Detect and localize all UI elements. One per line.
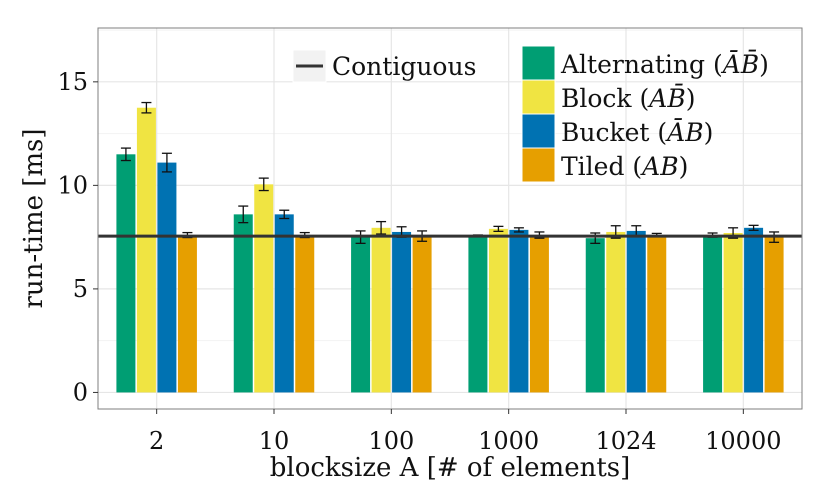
bar-bucket-1024 [626,230,646,393]
legend-label-block: Block (AB̄) [561,84,695,113]
bar-tiled-1000 [529,235,549,393]
x-tick-label: 1000 [478,427,539,455]
bar-block-2 [136,107,156,393]
x-tick-label: 10 [259,427,290,455]
y-tick-label: 0 [73,378,88,406]
bar-bucket-100 [392,231,412,393]
legend-key-bucket [521,113,556,149]
legend-label-tiled: Tiled (AB) [561,152,688,181]
bar-alternating-1024 [585,238,605,393]
bar-block-10 [254,184,274,393]
plot-panel [98,28,802,409]
bar-tiled-100 [412,236,432,393]
bar-tiled-1024 [647,235,667,393]
x-axis-title: blocksize A [# of elements] [270,453,631,483]
bar-alternating-10000 [703,235,723,393]
bar-bucket-2 [157,162,177,393]
bar-tiled-2 [177,235,197,393]
bar-alternating-10 [233,214,253,393]
bar-block-1024 [606,231,626,393]
legend-label-alternating: Alternating (ĀB̄) [560,50,769,79]
bar-tiled-10 [295,235,315,393]
x-tick-label: 10000 [705,427,781,455]
y-tick-label: 15 [57,68,88,96]
x-tick-label: 1024 [595,427,656,455]
bar-bucket-10 [274,214,294,393]
bar-bucket-10000 [744,227,764,393]
bar-alternating-1000 [468,235,488,393]
legend-key-tiled [521,147,556,183]
bar-alternating-2 [116,154,136,393]
plot-border [97,27,803,410]
y-axis-title: run-time [ms] [19,128,49,308]
y-tick-label: 10 [57,171,88,199]
legend-label-contiguous: Contiguous [332,52,476,81]
bar-tiled-10000 [764,237,784,393]
bar-bucket-1000 [509,229,529,393]
x-tick-label: 100 [368,427,414,455]
bar-block-1000 [488,228,508,393]
legend-key-alternating [521,45,556,81]
bar-block-10000 [723,232,743,393]
bar-alternating-100 [351,237,371,393]
legend-label-bucket: Bucket (ĀB) [561,118,713,147]
y-tick-label: 5 [73,275,88,303]
legend-key-block [521,79,556,115]
x-tick-label: 2 [149,427,164,455]
bar-block-100 [371,227,391,393]
